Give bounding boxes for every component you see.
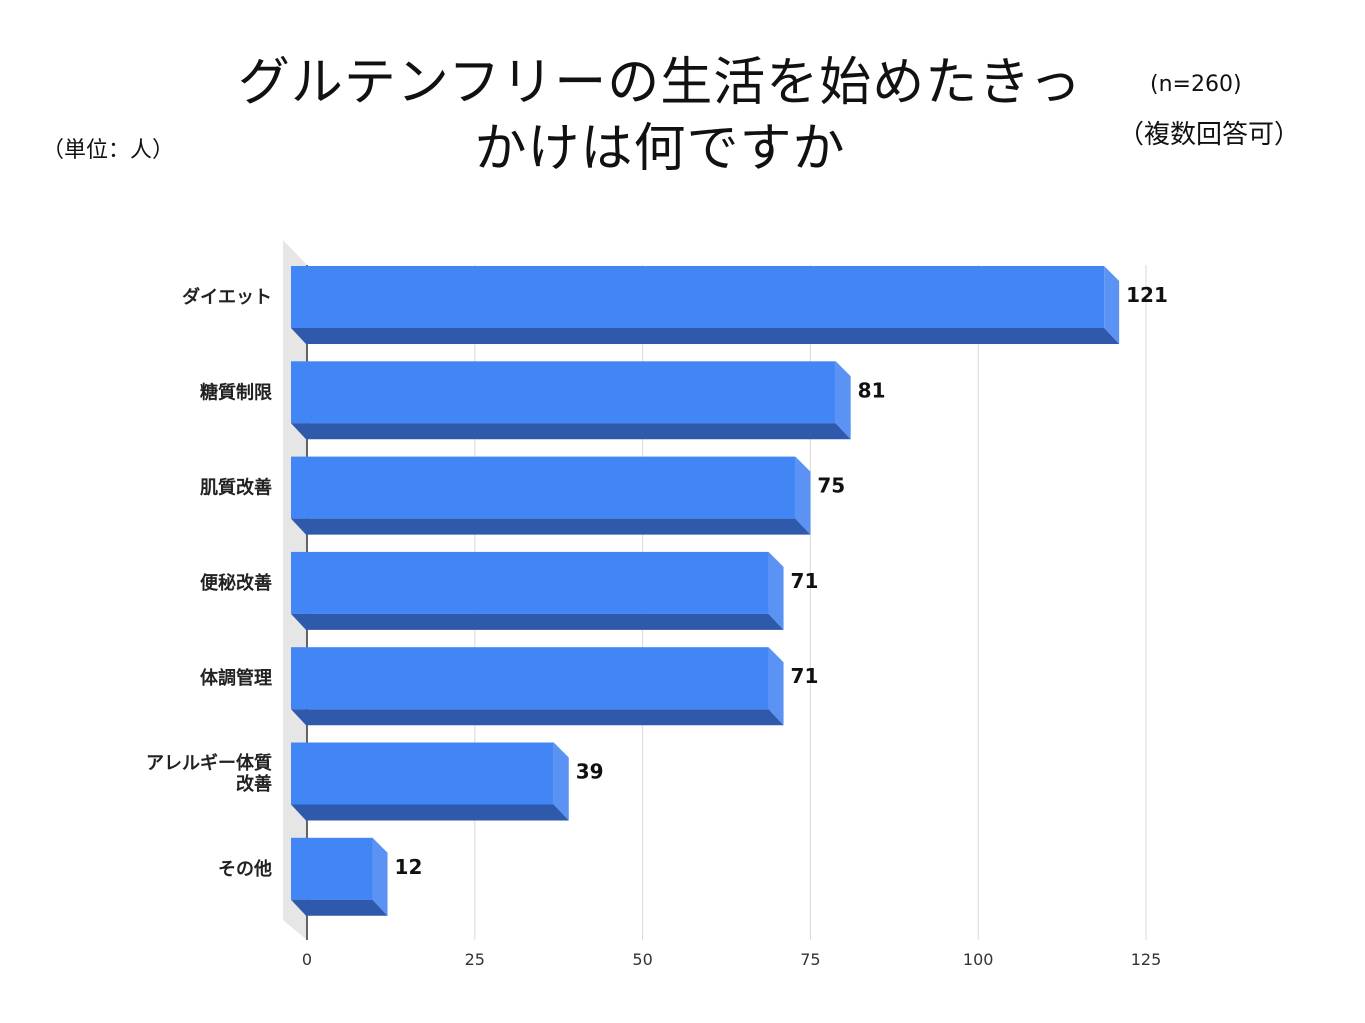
bar-front — [291, 551, 769, 614]
category-label: 便秘改善 — [200, 572, 272, 594]
category-label: アレルギー体質 — [146, 752, 272, 774]
bar-value-label: 12 — [395, 855, 423, 879]
x-tick-label: 0 — [302, 950, 312, 969]
bar-bottom — [291, 613, 784, 630]
unit-note: （単位：人） — [42, 138, 175, 163]
x-tick-label: 25 — [465, 950, 485, 969]
bar-front — [291, 361, 836, 424]
multiple-answer-note: （複数回答可） — [1118, 120, 1301, 150]
bar-side — [372, 837, 388, 916]
bar-bottom — [291, 899, 388, 916]
bar-value-label: 75 — [817, 474, 845, 498]
x-tick-label: 125 — [1131, 950, 1162, 969]
bar-side — [1104, 266, 1120, 344]
category-label: 改善 — [236, 773, 272, 795]
bar-bottom — [291, 423, 851, 440]
x-tick-label: 75 — [800, 950, 820, 969]
bar — [291, 266, 1120, 344]
bar-value-label: 71 — [791, 569, 819, 593]
sample-size-note: (n=260) — [1150, 72, 1242, 97]
bar-side — [553, 742, 569, 821]
chart-title-line1: グルテンフリーの生活を始めたきっ — [237, 53, 1083, 113]
bar — [291, 361, 851, 440]
chart-title: グルテンフリーの生活を始めたきっ かけは何ですか — [190, 50, 1130, 182]
bar-front — [291, 837, 373, 900]
bar-value-label: 121 — [1126, 283, 1168, 307]
bar — [291, 837, 388, 916]
bar-front — [291, 456, 796, 519]
bar-value-label: 39 — [576, 760, 604, 784]
category-label: 糖質制限 — [200, 381, 273, 403]
bar-value-label: 81 — [858, 378, 886, 402]
bar-front — [291, 266, 1105, 328]
bar-side — [835, 361, 851, 440]
category-label: ダイエット — [182, 286, 272, 308]
category-label: 肌質改善 — [200, 477, 272, 499]
bar — [291, 551, 784, 630]
bar-side — [768, 551, 784, 630]
bar — [291, 647, 784, 726]
bar-bottom — [291, 804, 569, 821]
bar — [291, 456, 811, 535]
bar-front — [291, 742, 554, 805]
bar-bottom — [291, 328, 1120, 344]
chart-title-line2: かけは何ですか — [474, 119, 846, 179]
category-label: その他 — [218, 858, 272, 880]
bar-bottom — [291, 518, 811, 535]
bar-side — [768, 647, 784, 726]
x-tick-label: 100 — [963, 950, 994, 969]
bar-front — [291, 647, 769, 710]
bar-bottom — [291, 709, 784, 726]
category-label: 体調管理 — [200, 667, 272, 689]
x-tick-label: 50 — [632, 950, 652, 969]
bar-value-label: 71 — [791, 664, 819, 688]
bar — [291, 742, 569, 821]
bar-side — [795, 456, 811, 535]
